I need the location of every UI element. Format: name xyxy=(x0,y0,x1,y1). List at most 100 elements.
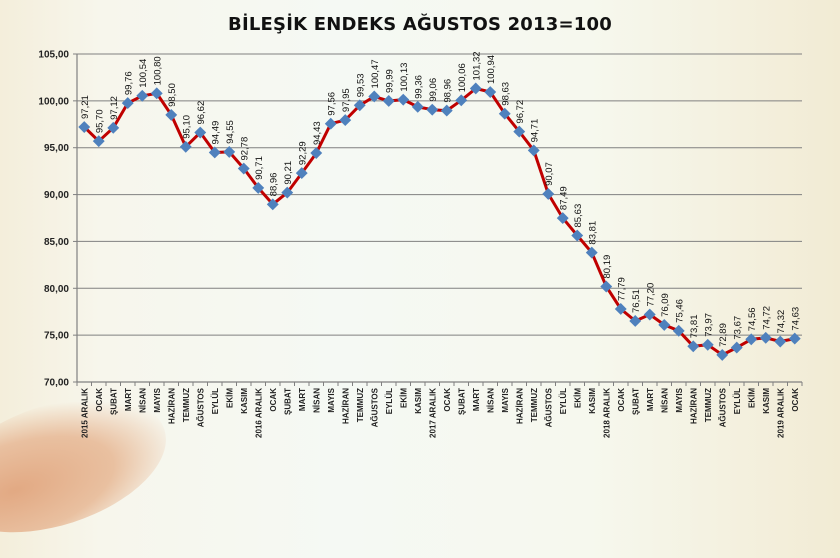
data-label: 94,71 xyxy=(529,119,540,143)
data-label: 90,21 xyxy=(283,161,294,185)
x-tick-label: NİSAN xyxy=(138,388,147,413)
x-tick-label: EKİM xyxy=(399,388,408,408)
x-tick-label: AĞUSTOS xyxy=(196,387,205,427)
data-label: 90,71 xyxy=(254,156,265,180)
data-label: 96,72 xyxy=(515,100,526,124)
data-point-marker xyxy=(513,125,526,138)
y-tick-label: 70,00 xyxy=(44,378,69,389)
data-label: 83,81 xyxy=(587,221,598,245)
y-tick-label: 100,00 xyxy=(38,96,69,107)
x-tick-label: TEMMUZ xyxy=(704,388,713,422)
data-label: 74,72 xyxy=(761,306,772,330)
x-tick-label: TEMMUZ xyxy=(530,388,539,422)
data-label: 100,80 xyxy=(152,56,163,85)
data-label: 75,46 xyxy=(674,299,685,323)
data-point-marker xyxy=(121,97,134,110)
x-tick-label: MAYIS xyxy=(153,387,162,412)
data-label: 74,32 xyxy=(776,310,787,334)
data-point-marker xyxy=(658,318,671,331)
gridlines xyxy=(77,53,802,336)
x-tick-label: OCAK xyxy=(95,388,104,412)
y-tick-label: 95,00 xyxy=(44,143,69,154)
y-tick-label: 75,00 xyxy=(44,331,69,342)
data-label: 94,49 xyxy=(210,121,221,145)
x-tick-label: EYLÜL xyxy=(211,388,220,414)
x-tick-label: EKİM xyxy=(573,388,582,408)
data-label: 100,13 xyxy=(399,63,410,92)
x-tick-label: MAYIS xyxy=(501,387,510,412)
y-tick-label: 85,00 xyxy=(44,237,69,248)
x-tick-label: HAZİRAN xyxy=(341,388,350,424)
x-tick-label: AĞUSTOS xyxy=(718,387,727,427)
data-label: 100,47 xyxy=(370,59,381,88)
data-point-marker xyxy=(426,103,439,116)
data-point-marker xyxy=(600,280,613,293)
data-label: 95,10 xyxy=(181,115,192,139)
data-label: 87,49 xyxy=(558,186,569,210)
x-tick-label: ŞUBAT xyxy=(283,388,292,415)
data-label: 76,51 xyxy=(631,289,642,313)
x-tick-label: KASIM xyxy=(762,388,771,414)
data-point-marker xyxy=(223,145,236,158)
data-label: 72,89 xyxy=(718,323,729,347)
x-tick-label: EYLÜL xyxy=(385,388,394,414)
data-point-marker xyxy=(397,93,410,106)
data-label: 97,21 xyxy=(80,95,91,119)
data-point-marker xyxy=(136,89,149,102)
data-label: 96,62 xyxy=(196,101,207,125)
data-label: 99,36 xyxy=(413,75,424,99)
x-axis-ticks: 2015 ARALIK OCAK ŞUBAT MART NİSAN MAYIS HAZİRA… xyxy=(80,387,800,438)
data-point-marker xyxy=(382,95,395,107)
data-label: 74,63 xyxy=(790,307,801,331)
data-point-marker xyxy=(237,162,250,175)
data-label: 73,81 xyxy=(689,315,700,339)
data-point-marker xyxy=(701,338,714,351)
data-series xyxy=(78,82,801,361)
x-tick-label: EKİM xyxy=(747,388,756,408)
data-point-marker xyxy=(759,331,772,344)
data-label: 94,43 xyxy=(312,121,323,145)
x-tick-label: MAYIS xyxy=(327,387,336,412)
x-tick-label: 2017 ARALIK xyxy=(428,388,437,438)
data-point-marker xyxy=(165,108,178,121)
data-point-marker xyxy=(643,308,656,321)
data-label: 77,79 xyxy=(616,277,627,301)
data-label: 97,12 xyxy=(109,96,120,120)
data-label: 99,99 xyxy=(384,69,395,93)
x-tick-label: 2019 ARALIK xyxy=(776,388,785,438)
chart-title: BİLEŞİK ENDEKS AĞUSTOS 2013=100 xyxy=(228,14,612,35)
data-point-marker xyxy=(571,229,584,242)
line-chart: 70,00 75,00 80,00 85,00 90,00 95,00 100,00 105,… xyxy=(38,50,803,438)
data-label: 97,56 xyxy=(326,92,337,116)
x-tick-label: MART xyxy=(298,388,307,411)
data-point-marker xyxy=(687,340,700,353)
x-tick-label: KASIM xyxy=(414,388,423,414)
x-tick-label: MART xyxy=(646,388,655,411)
data-point-marker xyxy=(411,100,424,113)
x-tick-label: OCAK xyxy=(269,388,278,412)
data-point-marker xyxy=(208,146,221,159)
x-tick-label: ŞUBAT xyxy=(631,388,640,415)
y-tick-label: 90,00 xyxy=(44,190,69,201)
data-label: 80,19 xyxy=(602,255,613,279)
x-tick-label: OCAK xyxy=(443,388,452,412)
x-tick-label: TEMMUZ xyxy=(182,388,191,422)
data-label: 95,70 xyxy=(94,109,105,133)
x-tick-label: OCAK xyxy=(791,388,800,412)
x-tick-label: KASIM xyxy=(588,388,597,414)
data-label: 90,07 xyxy=(544,162,555,186)
data-label: 97,95 xyxy=(341,88,352,112)
y-tick-label: 105,00 xyxy=(38,50,69,61)
x-tick-label: EYLÜL xyxy=(733,388,742,414)
data-label: 101,32 xyxy=(471,51,482,80)
x-tick-label: NİSAN xyxy=(486,388,495,413)
data-label: 92,29 xyxy=(297,141,308,165)
x-tick-label: NİSAN xyxy=(312,388,321,413)
x-tick-label: HAZİRAN xyxy=(689,388,698,424)
data-label: 98,63 xyxy=(500,82,511,106)
data-label: 100,06 xyxy=(457,63,468,92)
data-label: 100,54 xyxy=(138,59,149,88)
x-tick-label: 2018 ARALIK xyxy=(602,388,611,438)
data-label: 76,09 xyxy=(660,293,671,317)
